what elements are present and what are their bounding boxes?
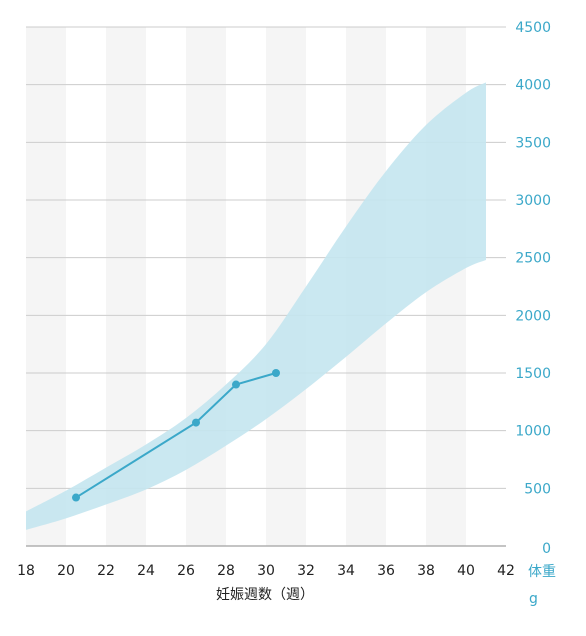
- x-tick-label: 22: [97, 563, 115, 579]
- x-tick-label: 24: [137, 563, 155, 579]
- data-point: [272, 369, 280, 377]
- data-point: [232, 380, 240, 389]
- x-tick-label: 26: [177, 563, 195, 579]
- x-tick-label: 34: [337, 563, 355, 579]
- data-point: [192, 418, 200, 427]
- x-tick-label: 36: [377, 563, 395, 579]
- series-line: [75, 372, 277, 499]
- x-tick-label: 40: [457, 563, 475, 579]
- y-axis: 0 500 1000 1500 2000 2500 3000 3500 4000 4500: [515, 20, 551, 557]
- x-tick-label: 30: [257, 563, 275, 579]
- x-axis: 18 20 22 24 26 28 30 32 34 36 38 40 42: [17, 563, 515, 579]
- y-axis-unit: g: [529, 591, 538, 607]
- reference-band: [26, 82, 486, 530]
- y-tick-label: 3000: [515, 193, 551, 209]
- y-tick-label: 2500: [515, 251, 551, 267]
- x-tick-label: 32: [297, 563, 315, 579]
- y-tick-label: 1000: [515, 424, 551, 440]
- x-axis-label: 妊娠週数（週）: [216, 587, 314, 603]
- x-tick-label: 42: [497, 563, 515, 579]
- y-axis-label: 体重: [528, 564, 556, 580]
- y-tick-label: 1500: [515, 366, 551, 382]
- stripe: [186, 27, 226, 546]
- y-tick-label: 4000: [515, 78, 551, 94]
- y-tick-label: 4500: [515, 20, 551, 36]
- data-point: [72, 493, 80, 502]
- series-layer: [72, 369, 280, 502]
- y-tick-label: 500: [524, 481, 551, 497]
- stripe: [26, 27, 66, 546]
- y-tick-label: 3500: [515, 135, 551, 151]
- x-tick-label: 28: [217, 563, 235, 579]
- y-tick-label: 0: [542, 541, 551, 557]
- x-tick-label: 18: [17, 563, 35, 579]
- reference-band-area: [26, 82, 486, 530]
- x-tick-label: 38: [417, 563, 435, 579]
- stripe: [266, 27, 306, 546]
- x-tick-label: 20: [57, 563, 75, 579]
- y-tick-label: 2000: [515, 308, 551, 324]
